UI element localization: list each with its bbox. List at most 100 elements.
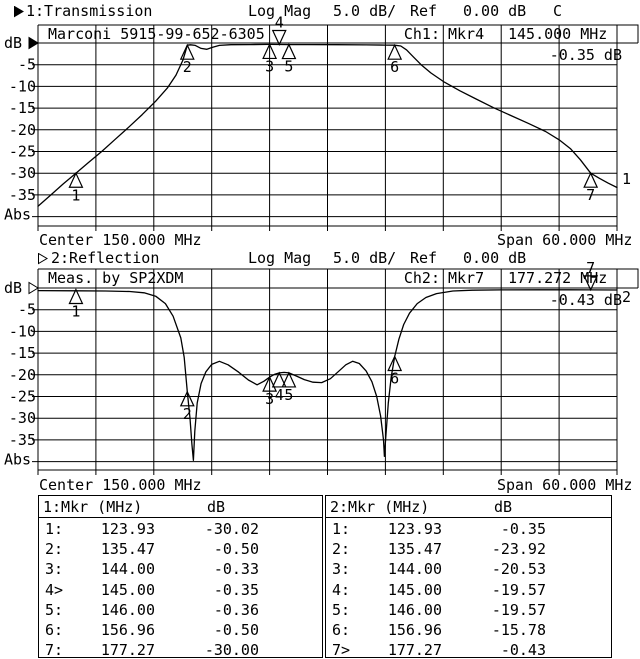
transmission-y-tick-label: -30 [9,164,36,182]
transmission-marker-7-label: 7 [586,186,595,204]
marker-row: 3: 144.00 -20.53 [326,558,611,578]
marker-row: 3: 144.00 -0.33 [39,558,322,578]
marker-number: 4> [45,580,64,599]
marker-number: 7: [45,641,64,659]
reflection-readout-frequency: 177.272 MHz [508,269,607,287]
marker-level: -30.00 [204,641,259,659]
reflection-trace-title: Meas. by SP2XDM [48,269,183,287]
marker-number: 2: [332,540,351,559]
marker-row: 6: 156.96 -0.50 [39,619,322,639]
transmission-y-axis-unit: dB [4,34,22,52]
ch1-ref-label: Ref [410,2,438,20]
reflection-marker-5-icon [281,371,297,388]
marker-table-2-header: 2:Mkr (MHz) dB [326,496,611,518]
reflection-trace [37,289,618,461]
ch2-ref-label: Ref [410,249,438,267]
ch2-channel-label: 2:Reflection [51,249,160,267]
ch2-scale-label: 5.0 dB/ [333,249,397,267]
ch1-scale-label: 5.0 dB/ [333,2,397,20]
transmission-marker-3-icon [262,43,278,60]
marker-table-2-rows: 1: 123.93 -0.35 2: 135.47 -23.92 3: 144.00 -20.5… [326,518,611,659]
marker-table-2-unit: dB [494,498,513,516]
transmission-y-tick-label: -15 [9,99,36,117]
reflection-marker-7-label: 7 [586,259,595,277]
marker-table-2: 2:Mkr (MHz) dB 1: 123.93 -0.35 2: 135.47 -23.… [325,495,612,659]
marker-number: 6: [332,620,351,639]
ch2-center-frequency: Center 150.000 MHz [39,476,202,494]
transmission-ref-level-arrow-icon [28,36,39,50]
transmission-marker-6-label: 6 [390,58,399,76]
marker-row: 7: 177.27 -30.00 [39,639,322,659]
marker-frequency: 145.00 [100,580,155,599]
transmission-readout-value: -0.35 dB [550,46,622,64]
transmission-marker-1-icon [68,171,84,188]
transmission-trace-title: Marconi 5915-99-652-6305 [48,25,265,43]
marker-table-1-header: 1:Mkr (MHz) dB [39,496,322,518]
transmission-marker-7-icon [583,171,599,188]
marker-level: -0.33 [213,560,259,579]
transmission-trace [37,43,618,207]
marker-frequency: 177.27 [100,641,155,659]
marker-frequency: 135.47 [100,540,155,559]
transmission-marker-6-icon [387,43,403,60]
marker-number: 1: [45,520,64,538]
ch2-ref-value: 0.00 dB [463,249,527,267]
transmission-readout-channel: Ch1: [404,25,440,43]
reflection-graticule [32,268,639,475]
ch1-center-frequency: Center 150.000 MHz [39,231,202,249]
channel2-indicator-icon [38,253,48,265]
transmission-marker-2-label: 2 [183,58,192,76]
marker-row: 2: 135.47 -0.50 [39,538,322,558]
marker-table-1: 1:Mkr (MHz) dB 1: 123.93 -30.02 2: 135.47 -0.… [38,495,323,659]
marker-level: -0.35 [500,520,546,538]
reflection-marker-1-icon [68,288,84,305]
marker-level: -19.57 [491,580,546,599]
marker-number: 5: [332,600,351,619]
reflection-readout-value: -0.43 dB [550,291,622,309]
ch2-span: Span 60.000 MHz [497,476,633,494]
reflection-abs-label: Abs [4,451,31,469]
marker-number: 3: [332,560,351,579]
reflection-marker-7-icon [583,275,599,292]
ch1-span: Span 60.000 MHz [497,231,633,249]
reflection-marker-2-icon [179,390,195,407]
reflection-y-tick-label: -30 [9,409,36,427]
channel1-active-indicator-icon [14,6,24,18]
marker-number: 1: [332,520,351,538]
marker-level: -0.50 [213,540,259,559]
reflection-y-tick-label: -35 [9,431,36,449]
marker-frequency: 145.00 [387,580,442,599]
reflection-y-tick-label: -20 [9,366,36,384]
ch1-cal-flag: C [553,2,563,20]
marker-level: -0.50 [213,620,259,639]
marker-row: 6: 156.96 -15.78 [326,619,611,639]
marker-number: 2: [45,540,64,559]
transmission-marker-2-icon [179,43,195,60]
marker-row: 1: 123.93 -0.35 [326,518,611,538]
reflection-y-axis-unit: dB [4,279,22,297]
marker-number: 6: [45,620,64,639]
marker-frequency: 135.47 [387,540,442,559]
reflection-marker-5-label: 5 [284,386,293,404]
marker-level: -23.92 [491,540,546,559]
transmission-marker-5-icon [281,43,297,60]
marker-frequency: 144.00 [100,560,155,579]
reflection-marker-3-label: 3 [265,390,274,408]
transmission-readout-frequency: 145.000 MHz [508,25,607,43]
marker-row: 1: 123.93 -30.02 [39,518,322,538]
marker-frequency: 146.00 [100,600,155,619]
marker-level: -0.35 [213,580,259,599]
marker-frequency: 144.00 [387,560,442,579]
marker-level: -0.36 [213,600,259,619]
marker-row: 2: 135.47 -23.92 [326,538,611,558]
transmission-marker-3-label: 3 [265,57,274,75]
transmission-y-tick-label: -10 [9,77,36,95]
transmission-abs-label: Abs [4,206,31,224]
reflection-marker-4-icon [271,371,287,388]
marker-table-1-title: 1:Mkr (MHz) [43,498,143,516]
ch1-ref-value: 0.00 dB [463,2,527,20]
transmission-marker-4-label: 4 [275,14,284,32]
transmission-y-tick-label: -35 [9,186,36,204]
ch2-format-label: Log Mag [248,249,312,267]
